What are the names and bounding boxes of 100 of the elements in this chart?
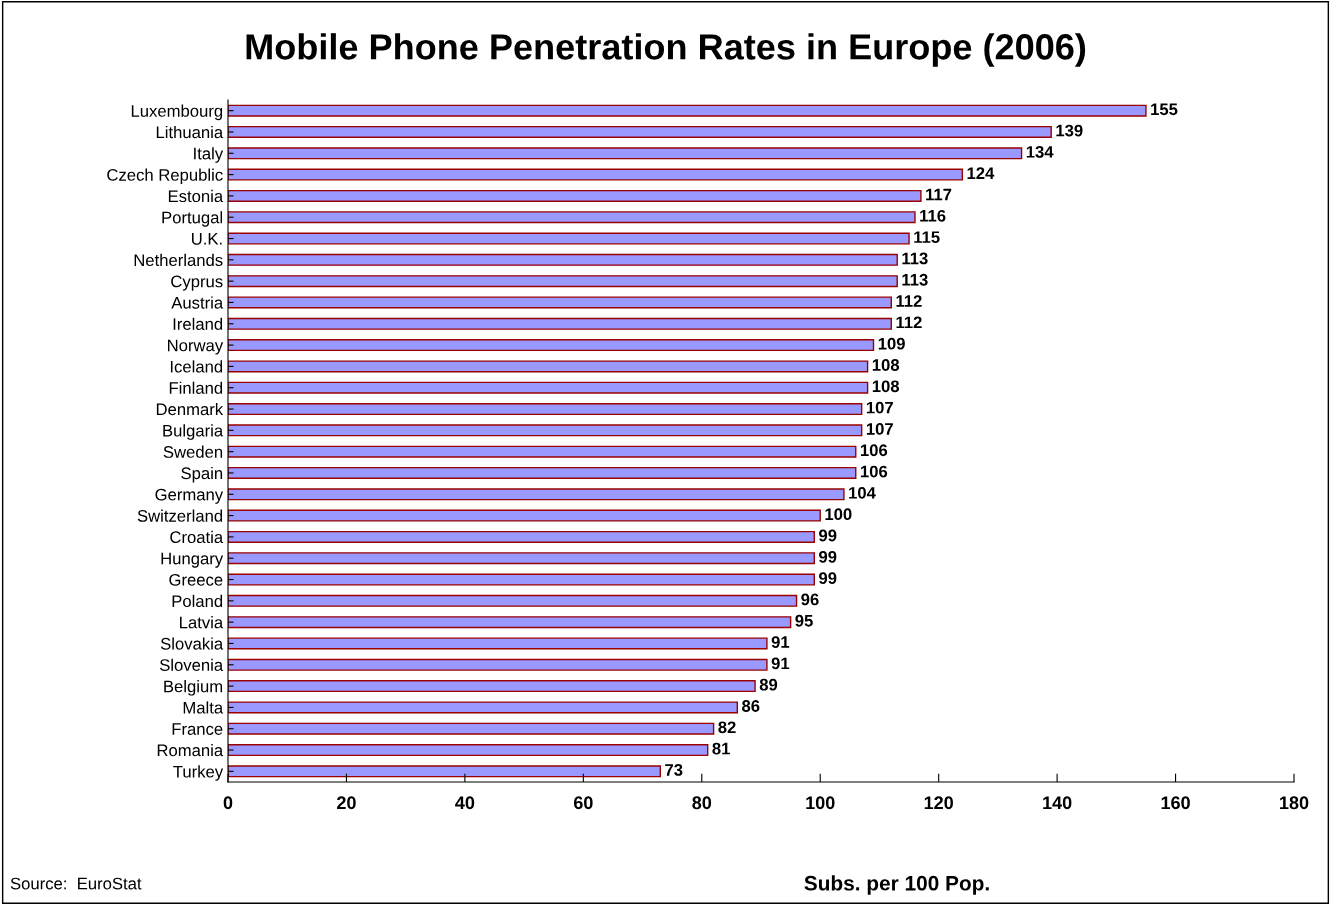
data-label: 106	[860, 444, 888, 457]
bar	[228, 296, 892, 309]
data-label: 112	[896, 295, 922, 307]
y-tick-label: Malta	[183, 701, 224, 714]
bar	[228, 637, 768, 650]
x-tick-label: 60	[573, 796, 593, 810]
x-tick-label: 180	[1280, 796, 1309, 810]
bar	[228, 168, 964, 181]
x-tick-label: 80	[692, 796, 712, 810]
y-tick-label: France	[172, 723, 223, 735]
y-tick-label: Slovenia	[159, 658, 224, 671]
y-tick-label: Ireland	[173, 317, 223, 330]
y-tick-label: Croatia	[170, 530, 224, 544]
y-tick-label: Switzerland	[137, 509, 223, 522]
bar	[228, 104, 1147, 117]
y-tick-label: Italy	[194, 147, 224, 163]
data-label: 107	[866, 423, 893, 435]
y-tick-label: Belgium	[164, 680, 223, 696]
data-label: 96	[801, 593, 819, 606]
data-label: 100	[825, 508, 852, 521]
x-tick-label: 120	[924, 796, 953, 810]
bar	[228, 125, 1052, 138]
data-label: 107	[866, 401, 893, 414]
bar	[228, 573, 815, 586]
bar	[228, 381, 869, 394]
y-tick-label: Poland	[172, 594, 223, 608]
data-label: 139	[1056, 124, 1083, 137]
y-tick-label: Greece	[169, 573, 223, 586]
bar	[228, 424, 863, 437]
x-tick-label: 100	[806, 796, 835, 810]
data-label: 104	[849, 486, 876, 499]
bar	[228, 445, 857, 458]
bar	[228, 658, 768, 671]
x-tick-label: 40	[455, 796, 475, 810]
bar	[228, 253, 898, 266]
bar	[228, 488, 845, 501]
data-label: 108	[872, 359, 900, 371]
chart-title: Mobile Phone Penetration Rates in Europe (2006)	[246, 33, 1086, 67]
bar	[228, 317, 892, 330]
data-label: 89	[759, 678, 778, 691]
data-label: 109	[878, 337, 905, 350]
bar	[228, 360, 869, 373]
data-label: 134	[1026, 145, 1054, 158]
data-label: 99	[819, 572, 837, 585]
bar	[228, 594, 798, 607]
bar	[228, 722, 715, 735]
data-label: 91	[771, 657, 790, 670]
y-tick-label: Finland	[169, 381, 223, 394]
x-axis-title: Subs. per 100 Pop.	[804, 875, 989, 895]
y-tick-label: Cyprus	[171, 275, 223, 291]
y-tick-label: Netherlands	[134, 253, 223, 267]
data-label: 108	[872, 380, 900, 393]
data-label: 106	[860, 465, 888, 478]
y-tick-label: Spain	[181, 466, 223, 483]
bar	[228, 211, 916, 224]
y-tick-label: U.K.	[192, 233, 222, 245]
data-label: 99	[819, 529, 837, 542]
bar	[228, 189, 922, 202]
data-label: 113	[902, 252, 928, 265]
y-tick-label: Sweden	[163, 445, 223, 458]
data-label: 99	[819, 550, 837, 563]
data-label: 124	[967, 167, 995, 179]
data-label: 113	[902, 273, 928, 286]
data-label: 73	[665, 764, 683, 776]
x-tick-label: 0	[223, 796, 233, 810]
bar	[228, 744, 709, 757]
bar	[228, 147, 1023, 160]
y-tick-label: Bulgaria	[163, 424, 224, 440]
bar	[228, 403, 863, 416]
bar	[228, 232, 910, 245]
bar	[228, 765, 662, 778]
x-tick-label: 20	[337, 796, 356, 810]
x-tick-label: 140	[1043, 796, 1072, 810]
bar	[228, 466, 857, 479]
y-tick-label: Romania	[157, 743, 224, 757]
data-label: 95	[795, 614, 813, 627]
data-label: 81	[712, 742, 730, 755]
data-label: 82	[718, 721, 736, 734]
source-note: Source: EuroStat	[10, 877, 142, 890]
data-label: 115	[914, 231, 940, 244]
y-tick-label: Denmark	[156, 402, 224, 416]
bar	[228, 275, 898, 288]
bar	[228, 616, 792, 629]
data-label: 116	[920, 209, 946, 222]
data-label: 155	[1151, 103, 1178, 116]
data-label: 112	[896, 316, 922, 329]
y-tick-label: Germany	[155, 488, 224, 504]
y-tick-label: Turkey	[173, 765, 224, 781]
bar	[228, 530, 815, 543]
data-label: 117	[926, 188, 952, 201]
bar	[228, 509, 821, 522]
y-tick-label: Norway	[168, 339, 224, 355]
bar	[228, 339, 875, 352]
bar	[228, 680, 756, 693]
bar	[228, 701, 739, 714]
y-tick-label: Hungary	[161, 552, 224, 568]
y-tick-label: Austria	[171, 296, 224, 309]
y-tick-label: Lithuania	[156, 125, 224, 139]
y-tick-label: Slovakia	[160, 637, 224, 650]
y-tick-label: Latvia	[180, 616, 224, 629]
